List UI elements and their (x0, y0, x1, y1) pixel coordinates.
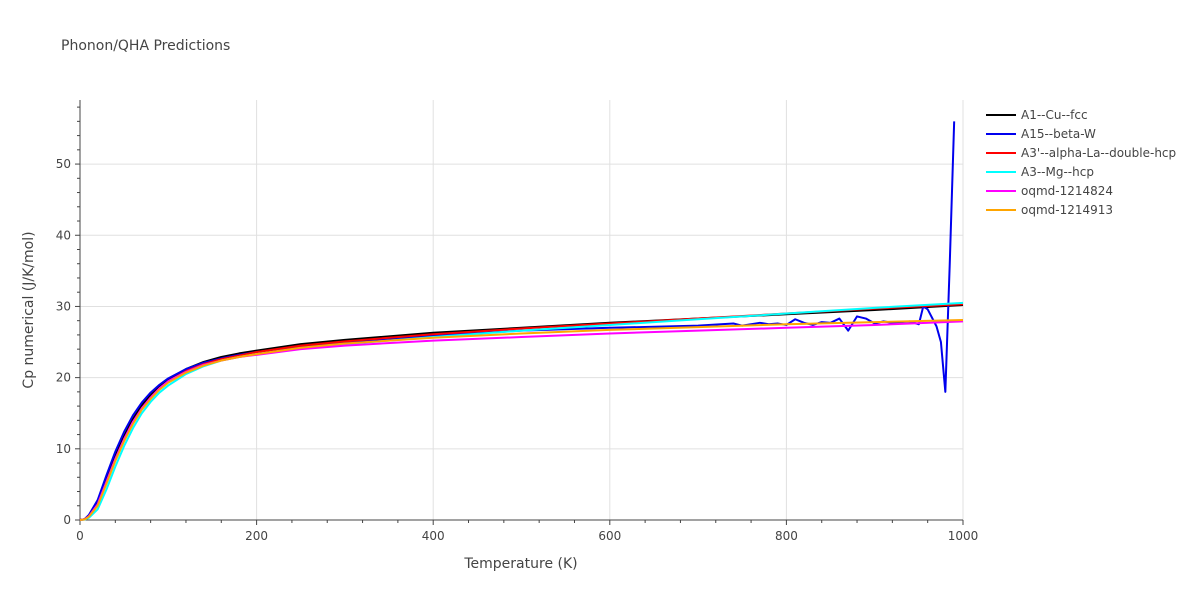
legend-item[interactable]: A3--Mg--hcp (986, 165, 1094, 179)
legend-label: A3--Mg--hcp (1021, 165, 1094, 179)
x-tick-label: 200 (245, 529, 268, 543)
x-tick-label: 1000 (948, 529, 979, 543)
legend-item[interactable]: oqmd-1214824 (986, 184, 1113, 198)
legend-item[interactable]: A1--Cu--fcc (986, 108, 1088, 122)
legend-label: A3'--alpha-La--double-hcp (1021, 146, 1176, 160)
x-tick-label: 600 (598, 529, 621, 543)
y-tick-label: 10 (56, 442, 71, 456)
legend[interactable]: A1--Cu--fcc A15--beta-W A3'--alpha-La--dou… (986, 108, 1176, 217)
chart-title: Phonon/QHA Predictions (61, 38, 230, 54)
legend-label: oqmd-1214824 (1021, 184, 1113, 198)
series-lines (79, 121, 964, 521)
y-tick-label: 50 (56, 157, 71, 171)
x-axis-title: Temperature (K) (463, 556, 577, 572)
legend-label: oqmd-1214913 (1021, 203, 1113, 217)
legend-item[interactable]: A3'--alpha-La--double-hcp (986, 146, 1176, 160)
series-line (79, 320, 964, 521)
y-tick-label: 20 (56, 371, 71, 385)
x-tick-label: 800 (775, 529, 798, 543)
series-line (79, 301, 964, 521)
series-line (79, 318, 964, 521)
y-axis-title: Cp numerical (J/K/mol) (21, 231, 37, 388)
legend-item[interactable]: A15--beta-W (986, 127, 1096, 141)
legend-label: A1--Cu--fcc (1021, 108, 1088, 122)
x-tick-label: 400 (422, 529, 445, 543)
x-tick-label: 0 (76, 529, 84, 543)
y-tick-label: 40 (56, 228, 71, 242)
axes: 0 200 400 600 800 1000 0 10 20 30 40 50 (56, 100, 979, 543)
legend-label: A15--beta-W (1021, 127, 1096, 141)
y-tick-label: 30 (56, 299, 71, 313)
series-line (79, 121, 956, 521)
legend-item[interactable]: oqmd-1214913 (986, 203, 1113, 217)
y-tick-label: 0 (63, 513, 71, 527)
